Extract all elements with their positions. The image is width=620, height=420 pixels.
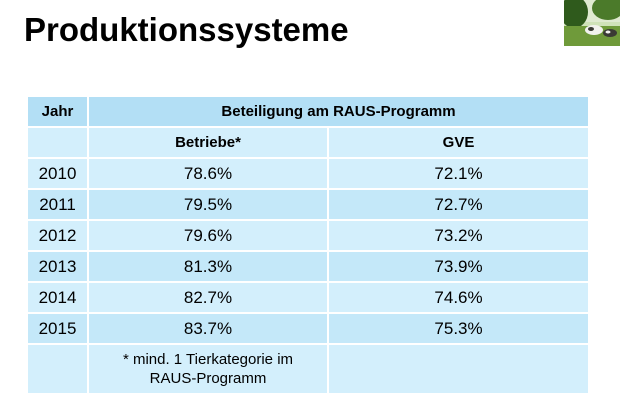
table-row: 2013 81.3% 73.9% [28, 252, 589, 283]
cell-year: 2015 [28, 314, 89, 345]
subheader-betriebe: Betriebe* [89, 128, 329, 159]
cell-gve: 73.2% [329, 221, 589, 252]
cows-on-meadow-photo [564, 0, 620, 46]
table-row: 2010 78.6% 72.1% [28, 159, 589, 190]
cell-gve: 73.9% [329, 252, 589, 283]
cell-gve: 72.7% [329, 190, 589, 221]
cell-year: 2014 [28, 283, 89, 314]
cell-gve: 72.1% [329, 159, 589, 190]
cell-betriebe: 79.6% [89, 221, 329, 252]
table-subheader-row: Betriebe* GVE [28, 128, 589, 159]
cell-year: 2012 [28, 221, 89, 252]
cell-gve: 74.6% [329, 283, 589, 314]
subheader-gve: GVE [329, 128, 589, 159]
table-row: 2012 79.6% 73.2% [28, 221, 589, 252]
cell-betriebe: 79.5% [89, 190, 329, 221]
cell-betriebe: 83.7% [89, 314, 329, 345]
table-row: 2011 79.5% 72.7% [28, 190, 589, 221]
header-year: Jahr [28, 97, 89, 128]
footnote-empty-gve [329, 345, 589, 393]
cell-gve: 75.3% [329, 314, 589, 345]
footnote-text: * mind. 1 Tierkategorie im RAUS-Programm [89, 345, 329, 393]
header-raus-participation: Beteiligung am RAUS-Programm [89, 97, 589, 128]
footnote-empty-year [28, 345, 89, 393]
cell-betriebe: 82.7% [89, 283, 329, 314]
cell-betriebe: 81.3% [89, 252, 329, 283]
table-footnote-row: * mind. 1 Tierkategorie im RAUS-Programm [28, 345, 589, 393]
raus-participation-table: Jahr Beteiligung am RAUS-Programm Betrie… [28, 97, 589, 393]
table-row: 2014 82.7% 74.6% [28, 283, 589, 314]
subheader-empty [28, 128, 89, 159]
cell-betriebe: 78.6% [89, 159, 329, 190]
slide-title: Produktionssysteme [24, 11, 349, 48]
cell-year: 2013 [28, 252, 89, 283]
cell-year: 2010 [28, 159, 89, 190]
cell-year: 2011 [28, 190, 89, 221]
table-header-row: Jahr Beteiligung am RAUS-Programm [28, 97, 589, 128]
table-row: 2015 83.7% 75.3% [28, 314, 589, 345]
